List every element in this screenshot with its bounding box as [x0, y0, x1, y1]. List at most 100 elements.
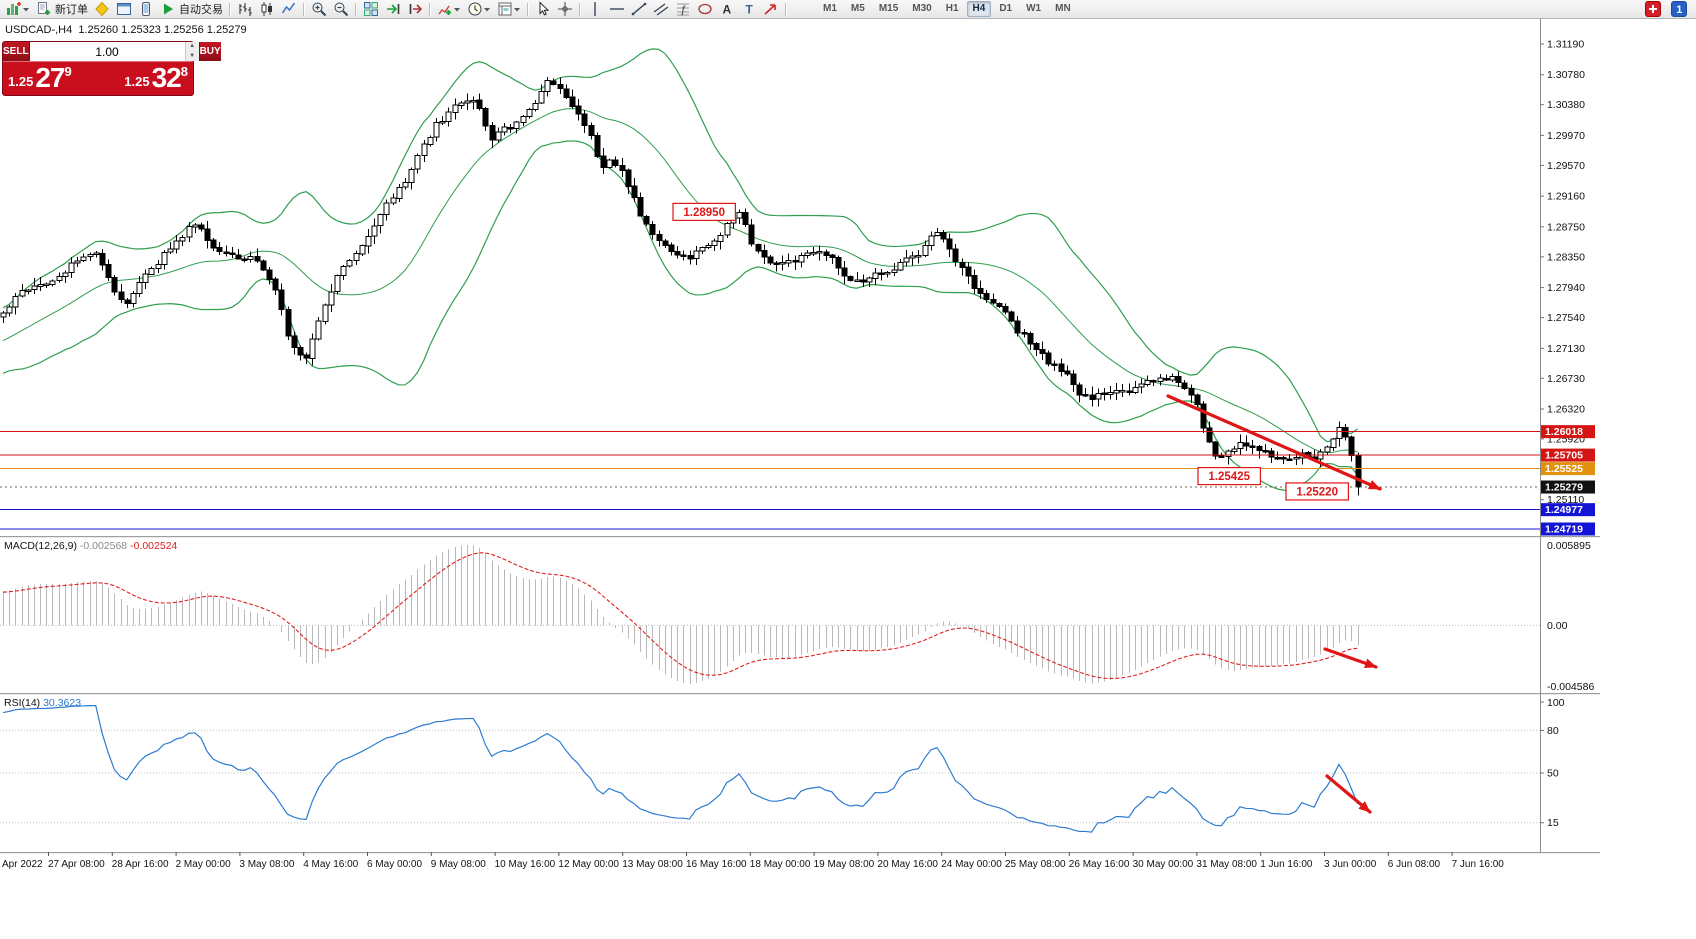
svg-text:1.25525: 1.25525 — [1545, 463, 1583, 475]
volume-down-icon[interactable]: ▼ — [185, 51, 199, 61]
label-tool-button[interactable]: T — [739, 1, 759, 18]
tf-m15[interactable]: M15 — [878, 3, 899, 14]
svg-text:1: 1 — [1676, 4, 1682, 16]
bar-chart-mode-button[interactable] — [235, 1, 255, 18]
tile-windows-icon — [364, 2, 378, 16]
svg-text:1.29570: 1.29570 — [1547, 160, 1585, 172]
rsi-panel: RSI(14) 30.3623 100 80 50 15 — [0, 697, 1565, 833]
svg-text:1.31190: 1.31190 — [1547, 39, 1584, 51]
cursor-tool-button[interactable] — [533, 1, 553, 18]
text-tool-button[interactable]: A — [717, 1, 737, 18]
tf-h1[interactable]: H1 — [945, 3, 959, 14]
sell-price-big: 27 — [35, 62, 65, 93]
svg-text:19 May 08:00: 19 May 08:00 — [814, 859, 875, 870]
price-callout-1-25425[interactable] — [1197, 466, 1262, 486]
sell-button[interactable]: SELL — [3, 42, 29, 61]
dropdown-caret-icon — [514, 8, 520, 12]
chart-background — [0, 19, 1696, 939]
svg-text:1.25220: 1.25220 — [1296, 486, 1338, 498]
periods-icon — [468, 2, 482, 16]
tf-mn[interactable]: MN — [1055, 3, 1071, 14]
axis-price-tag-1-25525 — [1541, 462, 1595, 476]
trendline-tool-button[interactable] — [629, 1, 649, 18]
new-chart-button[interactable] — [4, 1, 32, 18]
svg-text:1.27540: 1.27540 — [1547, 312, 1585, 324]
mobile-trading-button[interactable] — [136, 1, 156, 18]
volume-input[interactable] — [29, 42, 185, 61]
mobile-trading-icon — [142, 2, 150, 16]
shapes-tool-button[interactable] — [695, 1, 715, 18]
badge-red-icon — [1645, 1, 1661, 17]
price-callout-1-28950[interactable] — [672, 202, 737, 221]
trend-arrow-macd[interactable] — [1323, 647, 1378, 669]
bar-chart-mode-icon — [239, 3, 252, 16]
toolbar-separator — [785, 2, 787, 16]
one-click-trading-panel: SELL ▲ ▼ BUY 1.25 27 9 1.25 — [2, 41, 221, 96]
svg-text:1.30780: 1.30780 — [1547, 69, 1585, 81]
volume-spinner: ▲ ▼ — [184, 42, 199, 61]
chart-canvas[interactable]: MACD(12,26,9) -0.002568 -0.002524 0.00589… — [0, 19, 1696, 939]
toolbar-separator — [229, 2, 231, 16]
autotrading-button[interactable]: 自动交易 — [158, 1, 225, 18]
tf-m30[interactable]: M30 — [912, 3, 932, 14]
svg-text:1.24977: 1.24977 — [1545, 504, 1583, 516]
tf-w1[interactable]: W1 — [1026, 3, 1042, 14]
sell-price-small: 1.25 — [8, 74, 34, 89]
label-tool-icon: T — [746, 3, 754, 17]
sell-price[interactable]: 1.25 27 9 — [8, 63, 72, 92]
svg-text:1.25279: 1.25279 — [1545, 482, 1583, 494]
text-tool-icon: A — [723, 3, 732, 17]
tf-m1[interactable]: M1 — [823, 3, 837, 14]
candle-chart-mode-button[interactable] — [257, 1, 277, 18]
crosshair-tool-button[interactable] — [555, 1, 575, 18]
svg-text:A: A — [723, 3, 732, 17]
toolbar-separator — [579, 2, 581, 16]
trend-arrow-rsi[interactable] — [1325, 774, 1372, 814]
arrows-tool-button[interactable] — [761, 1, 781, 18]
axis-price-tag-1-25705 — [1541, 448, 1595, 462]
trend-arrow-main[interactable] — [1166, 394, 1382, 491]
buy-price[interactable]: 1.25 32 8 — [124, 63, 188, 92]
metaeditor-button[interactable] — [92, 1, 112, 18]
svg-text:30 May 00:00: 30 May 00:00 — [1133, 859, 1194, 870]
candle-chart-mode-icon — [261, 2, 272, 16]
new-order-button[interactable]: 新订单 — [34, 1, 90, 18]
data-window-button[interactable] — [114, 1, 134, 18]
horizontal-line-tool-icon — [610, 8, 624, 10]
chart-shift-button[interactable] — [405, 1, 425, 18]
svg-text:-0.004586: -0.004586 — [1547, 681, 1594, 693]
auto-scroll-button[interactable] — [383, 1, 403, 18]
tf-d1[interactable]: D1 — [999, 3, 1013, 14]
metaeditor-icon — [95, 1, 109, 17]
buy-price-sup: 8 — [180, 64, 188, 79]
volume-up-icon[interactable]: ▲ — [185, 42, 199, 52]
cursor-tool-icon — [539, 1, 550, 16]
templates-button[interactable] — [495, 1, 523, 18]
tf-m5[interactable]: M5 — [850, 3, 865, 14]
line-chart-mode-icon — [281, 2, 296, 14]
axis-price-tag-1-26018 — [1541, 425, 1595, 439]
price-callout-1-25220[interactable] — [1285, 482, 1350, 501]
badge-red-button[interactable] — [1643, 1, 1663, 18]
channel-tool-button[interactable] — [651, 1, 671, 18]
svg-text:12 May 00:00: 12 May 00:00 — [558, 859, 619, 870]
badge-blue-button[interactable]: 1 — [1669, 1, 1689, 18]
zoom-out-button[interactable] — [331, 1, 351, 18]
zoom-in-button[interactable] — [309, 1, 329, 18]
new-order-icon — [38, 2, 50, 15]
horizontal-line-tool-button[interactable] — [607, 1, 627, 18]
tile-windows-button[interactable] — [361, 1, 381, 18]
line-chart-mode-button[interactable] — [279, 1, 299, 18]
dropdown-caret-icon — [484, 8, 490, 12]
shapes-tool-icon — [698, 3, 712, 15]
buy-button[interactable]: BUY — [199, 42, 221, 61]
fibonacci-tool-button[interactable]: ƒ — [673, 1, 693, 18]
tf-h4[interactable]: H4 — [966, 1, 992, 17]
periods-button[interactable] — [465, 1, 493, 18]
svg-text:15: 15 — [1547, 817, 1559, 829]
indicators-list-button[interactable] — [435, 1, 463, 18]
vertical-line-tool-button[interactable] — [585, 1, 605, 18]
svg-text:7 Jun 16:00: 7 Jun 16:00 — [1452, 859, 1505, 870]
new-chart-icon — [7, 2, 21, 15]
